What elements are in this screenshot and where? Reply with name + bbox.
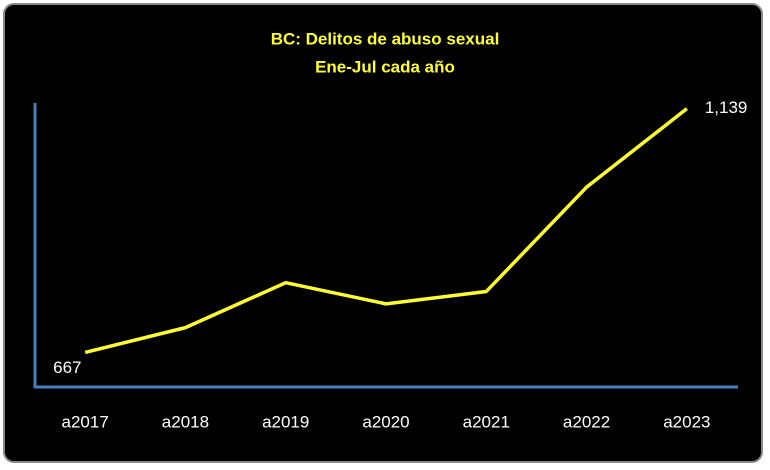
data-line <box>84 107 688 355</box>
chart-title: BC: Delitos de abuso sexual <box>271 29 500 48</box>
x-tick-label: a2019 <box>262 412 309 431</box>
x-tick-label: a2020 <box>362 412 409 431</box>
x-tick-label: a2022 <box>563 412 610 431</box>
data-label: 667 <box>53 358 81 377</box>
x-tick-label: a2021 <box>463 412 510 431</box>
x-tick-label: a2023 <box>663 412 710 431</box>
data-label: 1,139 <box>705 98 748 117</box>
x-tick-label: a2018 <box>162 412 209 431</box>
chart-background <box>3 3 763 463</box>
chart-subtitle: Ene-Jul cada año <box>315 57 455 76</box>
x-tick-label: a2017 <box>62 412 109 431</box>
